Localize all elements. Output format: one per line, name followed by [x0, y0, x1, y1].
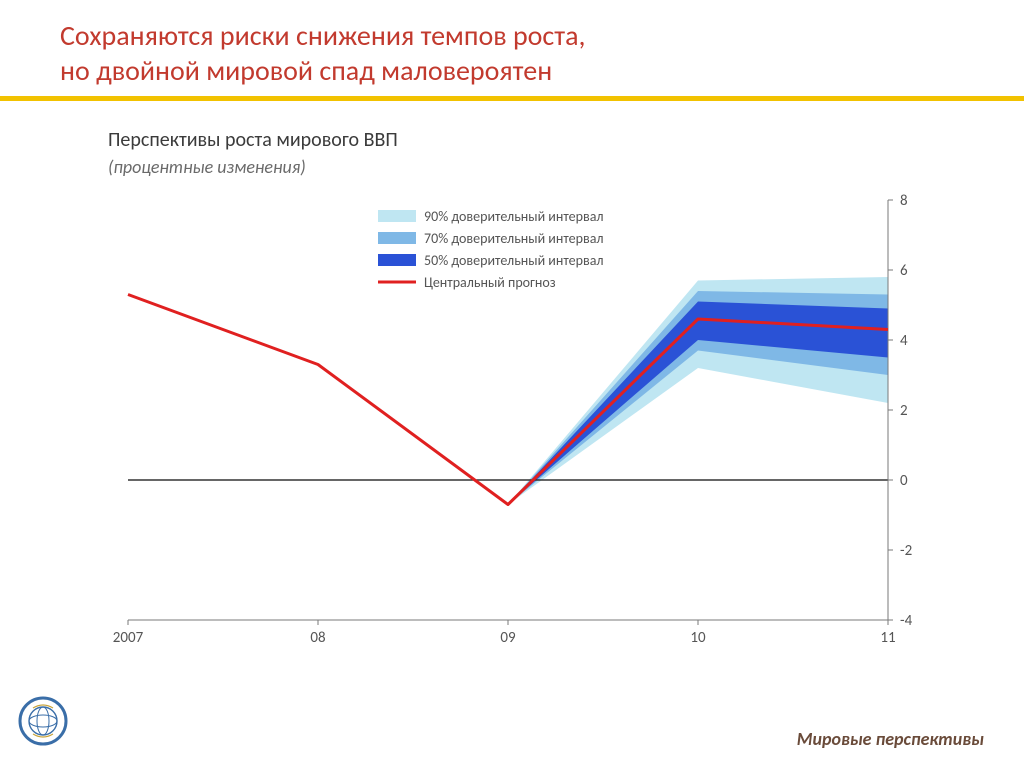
title-line-2: но двойной мировой спад маловероятен	[60, 53, 940, 88]
svg-text:50% доверительный интервал: 50% доверительный интервал	[424, 252, 604, 269]
chart-title: Перспективы роста мирового ВВП	[108, 128, 398, 152]
footer-text: Мировые перспективы	[797, 728, 984, 750]
svg-text:8: 8	[900, 192, 908, 210]
svg-text:90% доверительный интервал: 90% доверительный интервал	[424, 208, 604, 225]
accent-bar	[0, 96, 1024, 101]
title-line-1: Сохраняются риски снижения темпов роста,	[60, 18, 940, 53]
svg-text:-2: -2	[900, 542, 912, 560]
slide-title: Сохраняются риски снижения темпов роста,…	[60, 18, 940, 88]
imf-logo-icon	[18, 696, 68, 746]
svg-text:09: 09	[500, 629, 516, 647]
svg-text:10: 10	[690, 629, 706, 647]
chart-subtitle: (процентные изменения)	[108, 156, 306, 178]
svg-text:70% доверительный интервал: 70% доверительный интервал	[424, 230, 604, 247]
chart-svg: -4 -2 0 2 4 6 8 2007 08 09 10 11 90% доверительный и…	[108, 180, 938, 660]
svg-text:08: 08	[310, 629, 325, 647]
svg-text:2007: 2007	[113, 629, 144, 647]
fan-chart: -4 -2 0 2 4 6 8 2007 08 09 10 11 90% доверительный и…	[108, 180, 938, 660]
svg-text:0: 0	[900, 472, 908, 490]
slide: Сохраняются риски снижения темпов роста,…	[0, 0, 1024, 768]
svg-text:Центральный прогноз: Центральный прогноз	[424, 274, 556, 291]
svg-text:2: 2	[900, 402, 908, 420]
svg-text:6: 6	[900, 262, 908, 280]
svg-text:11: 11	[880, 629, 895, 647]
svg-text:-4: -4	[900, 612, 913, 630]
svg-text:4: 4	[900, 332, 908, 350]
